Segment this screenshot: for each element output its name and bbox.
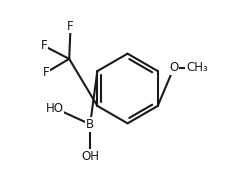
Text: O: O — [169, 61, 178, 75]
Text: B: B — [86, 118, 94, 131]
Text: HO: HO — [45, 102, 63, 115]
Text: F: F — [67, 20, 74, 33]
Text: OH: OH — [81, 150, 99, 163]
Text: CH₃: CH₃ — [186, 61, 208, 75]
Text: F: F — [41, 39, 47, 52]
Text: F: F — [43, 66, 49, 79]
